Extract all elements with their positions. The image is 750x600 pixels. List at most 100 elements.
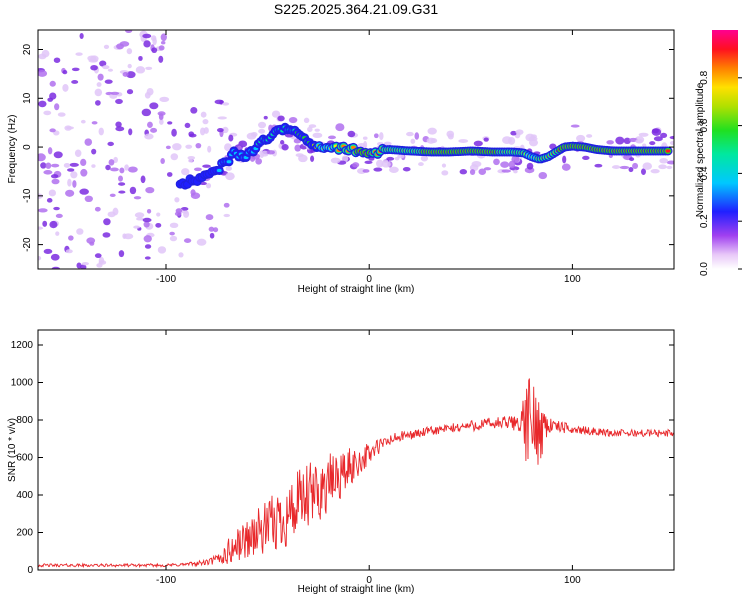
snr-y-tick-label: 600 [16,453,33,464]
spectrogram-speckle [388,166,399,173]
spectrogram-speckle [157,246,167,254]
spectrogram-speckle [659,157,669,164]
spectrogram-speckle [160,33,167,42]
spectrogram-x-tick-label: -100 [156,274,176,285]
spectrogram-speckle [118,182,126,186]
spectrogram-speckle [118,175,123,182]
spectrogram-speckle [76,228,84,235]
spectrogram-speckle [70,171,78,179]
spectrogram-speckle [174,211,182,217]
spectrogram-speckle [525,133,535,142]
spectrogram-speckle [619,165,630,170]
spectrogram-speckle [99,60,107,67]
colorbar-gradient [712,30,738,269]
spectrogram-speckle [64,125,72,131]
spectrogram-speckle [271,110,281,118]
spectrogram-speckle [222,102,230,106]
colorbar-tick-label: 0.2 [699,214,710,228]
spectrogram-speckle [113,156,118,163]
spectrogram-speckle [187,155,196,160]
spectrogram-speckle [136,217,145,221]
spectrogram-speckle [190,189,196,196]
spectrogram-speckle [511,155,520,164]
spectrogram-speckle [246,132,257,140]
chart-title: S225.2025.364.21.09.G31 [274,1,438,17]
spectrogram-speckle [500,161,510,168]
spectrogram-speckle [103,218,111,226]
spectrogram-speckle [38,208,48,213]
spectrogram-speckle [126,89,134,95]
spectrogram-speckle [128,128,133,136]
spectrogram-speckle [406,131,414,137]
spectrogram-speckle [91,148,97,155]
spectrogram-speckle [103,44,110,49]
spectrogram-speckle [88,58,98,63]
spectrogram-speckle [649,141,656,146]
spectrogram-speckle [255,158,263,165]
spectrogram-speckle [188,159,193,163]
colorbar-tick-label: 0.4 [699,166,710,180]
snr-y-tick-label: 1000 [11,378,34,389]
spectrogram-speckle [190,107,198,114]
spectrogram-speckle [629,157,635,162]
spectrogram-speckle [143,235,152,243]
spectrogram-speckle [181,168,190,176]
spectrogram-speckle [38,100,47,108]
spectrogram-speckle [110,167,119,172]
colorbar-tick-label: 0.0 [699,262,710,276]
spectrogram-speckle [223,213,231,218]
spectrogram-speckle [68,235,74,241]
spectrogram-speckle [188,131,195,137]
snr-x-axis-label: Height of straight line (km) [298,584,415,595]
spectrogram-speckle [144,92,151,99]
spectrogram-speckle [312,132,323,139]
spectrogram-speckle [169,222,179,229]
spectrogram-speckle [129,186,137,195]
spectrogram-speckle [281,144,289,151]
spectrogram-speckle [115,121,122,128]
spectrogram-speckle [195,142,202,149]
spectrogram-speckle [159,96,170,103]
spectrogram-speckle [116,43,124,50]
spectrogram-speckle [209,232,215,239]
spectrogram-speckle [330,157,341,164]
spectrogram-speckle [228,134,234,142]
spectrogram-speckle [138,55,143,61]
snr-y-tick-label: 400 [16,490,33,501]
spectrogram-speckle [394,156,400,161]
spectrogram-speckle [135,66,146,74]
track-core [350,145,356,149]
spectrogram-speckle [632,162,639,170]
spectrogram-speckle [40,162,47,169]
colorbar-label: Normalized spectral amplitude [695,82,706,217]
spectrogram-speckle [658,164,667,170]
spectrogram-speckle [510,130,517,136]
spectrogram-speckle [109,193,116,197]
snr-series-line [38,378,674,569]
spectrogram-speckle [638,132,649,137]
spectrogram-speckle [418,162,424,167]
spectrogram-speckle [426,137,436,144]
spectrogram-speckle [43,248,53,254]
spectrogram-speckle [81,261,89,266]
spectrogram-y-tick-label: 0 [22,144,33,150]
spectrogram-speckle [307,126,313,132]
spectrogram-speckle [84,138,93,146]
spectrogram-speckle [118,190,126,194]
spectrogram-speckle [126,48,133,55]
spectrogram-speckle [38,226,44,230]
spectrogram-speckle [458,139,469,144]
spectrogram-speckle [651,128,659,134]
spectrogram-speckle [90,64,98,71]
spectrogram-speckle [38,153,46,162]
spectrogram-speckle [74,149,82,157]
spectrogram-speckle [98,260,107,265]
spectrogram-speckle [67,178,72,187]
spectrogram-y-tick-label: 20 [22,44,33,56]
spectrogram-speckle [91,121,98,125]
colorbar-tick-label: 0.8 [699,70,710,84]
snr-y-tick-label: 200 [16,528,33,539]
spectrogram-speckle [166,172,173,177]
spectrogram-speckle [295,153,304,158]
spectrogram-speckle [217,128,224,133]
